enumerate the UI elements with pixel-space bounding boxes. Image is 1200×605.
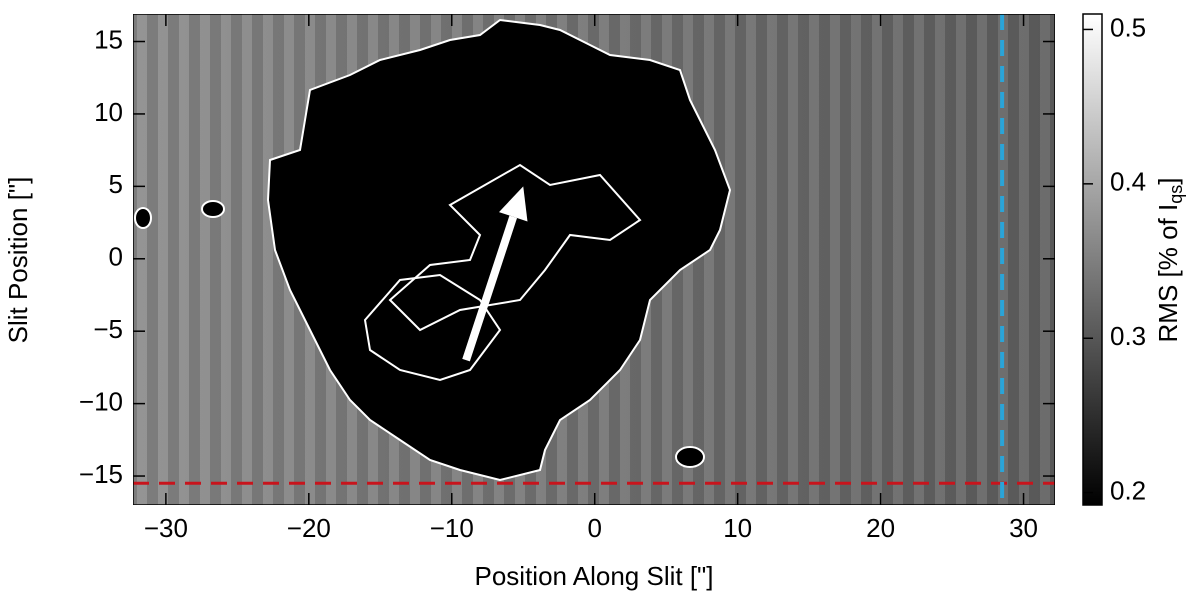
y-tick-label: 0 [109,242,123,272]
x-tick-label: 20 [866,513,895,543]
x-tick-label: 30 [1009,513,1038,543]
arrow-shaft [462,215,518,362]
x-tick-label: 0 [587,513,601,543]
x-tick-label: −10 [430,513,474,543]
colorbar-title-sub: qs [1166,185,1186,204]
y-tick-label: −5 [93,314,123,344]
colorbar [1082,13,1103,506]
y-tick-label: −15 [79,459,123,489]
dark-spot [201,200,225,218]
x-axis-title: Position Along Slit ["] [474,561,713,591]
y-axis-title: Slit Position ["] [3,177,33,344]
y-tick-label: 5 [109,169,123,199]
arrow-head [498,186,528,222]
y-tick-label: −10 [79,386,123,416]
colorbar-tick-label: 0.3 [1110,321,1146,351]
inner-contour [363,273,502,382]
colorbar-tick-label: 0.2 [1110,476,1146,506]
image-plot [133,14,1055,505]
dark-spot [675,446,705,468]
colorbar-title-main: RMS [% of I [1153,204,1183,343]
inner-contour [388,163,642,332]
dark-spot [134,207,152,229]
y-tick-label: 15 [94,24,123,54]
colorbar-title: RMS [% of Iqs] [1153,178,1186,343]
colorbar-title-end: ] [1153,178,1183,185]
y-tick-label: 10 [94,97,123,127]
x-tick-label: −30 [144,513,188,543]
colorbar-tick-label: 0.5 [1110,12,1146,42]
x-tick-label: −20 [287,513,331,543]
colorbar-tick-label: 0.4 [1110,167,1146,197]
x-tick-label: 10 [723,513,752,543]
